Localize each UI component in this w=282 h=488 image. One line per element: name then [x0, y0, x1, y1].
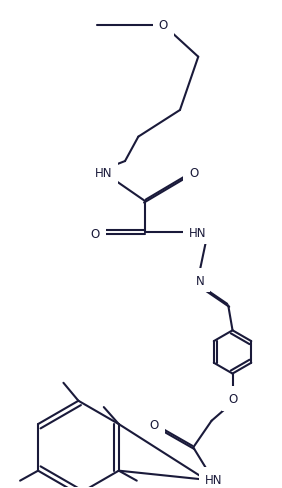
- Text: O: O: [159, 19, 168, 32]
- Text: HN: HN: [95, 166, 112, 179]
- Text: N: N: [195, 274, 204, 287]
- Text: O: O: [189, 166, 199, 180]
- Text: HN: HN: [204, 473, 222, 486]
- Text: O: O: [150, 418, 159, 431]
- Text: HN: HN: [189, 226, 207, 239]
- Text: O: O: [228, 392, 237, 405]
- Text: O: O: [91, 227, 100, 240]
